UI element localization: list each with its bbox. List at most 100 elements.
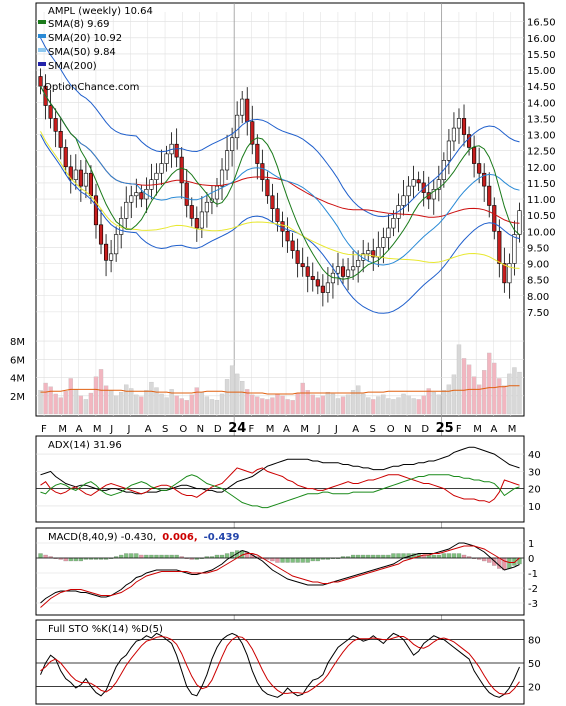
volume-bar: [124, 384, 129, 415]
indicator-tick-label: 20: [528, 485, 541, 496]
candle-body: [159, 163, 164, 174]
volume-bar: [512, 367, 517, 415]
x-tick-label: D: [214, 424, 222, 435]
candle-body: [376, 247, 381, 258]
indicator-tick-label: 40: [528, 450, 541, 461]
volume-bar: [270, 397, 275, 415]
macd-histogram-bar: [396, 553, 401, 559]
watermark: OptionChance.com: [44, 82, 139, 93]
volume-bar: [38, 390, 43, 415]
x-tick-label: J: [317, 424, 321, 435]
macd-histogram-bar: [129, 553, 134, 559]
indicator-series-line: [40, 467, 520, 504]
volume-bar: [159, 393, 164, 415]
macd-hist-value: -0.439: [204, 532, 240, 543]
volume-bar: [224, 379, 230, 415]
legend-label: SMA(200): [48, 61, 97, 72]
volume-bar: [134, 394, 139, 415]
volume-bar: [149, 381, 154, 415]
volume-bar: [330, 393, 336, 415]
candle-body: [401, 195, 406, 206]
sma8-line: [40, 85, 520, 280]
macd-histogram-bar: [507, 557, 512, 569]
macd-histogram-bar: [371, 554, 376, 559]
candle-body: [164, 153, 169, 164]
indicator-tick-label: 30: [528, 467, 541, 478]
indicator-tick-label: -2: [528, 584, 538, 595]
macd-histogram-bar: [134, 553, 139, 559]
candle-body: [335, 266, 341, 274]
candle-body: [290, 240, 295, 251]
candle-body: [245, 98, 250, 122]
candle-body: [492, 205, 497, 232]
macd-panel: [35, 527, 525, 616]
x-tick-label: F: [248, 424, 254, 435]
x-tick-label: J: [334, 424, 338, 435]
candle-body: [351, 266, 356, 271]
candle-body: [83, 172, 88, 187]
macd-histogram-bar: [446, 553, 452, 559]
volume-bar: [335, 398, 341, 415]
indicator-tick-label: -3: [528, 599, 538, 610]
x-tick-label: M: [300, 424, 309, 435]
price-tick-label: 7.50: [527, 308, 549, 319]
volume-bar: [421, 395, 426, 415]
x-tick-label: A: [283, 424, 290, 435]
candle-body: [38, 76, 43, 87]
macd-histogram-bar: [487, 557, 492, 563]
candle-body: [436, 179, 441, 190]
price-tick-label: 8.00: [527, 292, 549, 303]
macd-histogram-bar: [214, 554, 220, 559]
x-tick-label: O: [387, 424, 395, 435]
macd-params: MACD(8,40,9) -0.430,: [48, 532, 156, 543]
candle-body: [189, 205, 194, 219]
price-tick-label: 10.50: [527, 211, 556, 222]
volume-bar: [58, 397, 63, 415]
candle-body: [250, 121, 255, 145]
upper-band-line: [40, 37, 520, 218]
candle-body: [446, 140, 451, 161]
macd-histogram-bar: [38, 553, 43, 559]
candle-body: [260, 163, 265, 180]
volume-bar: [320, 395, 326, 415]
volume-bar: [265, 399, 270, 415]
volume-bar: [48, 386, 53, 415]
volume-bar: [240, 381, 245, 415]
volume-bar: [476, 384, 482, 415]
volume-bar: [229, 365, 235, 415]
candle-body: [103, 243, 109, 261]
macd-histogram-bar: [436, 554, 441, 559]
candle-body: [240, 98, 245, 116]
legend-swatch: [38, 34, 46, 38]
volume-tick-label: 2M: [10, 392, 25, 403]
candle-body: [466, 134, 472, 148]
x-tick-label: S: [162, 424, 168, 435]
legend-swatch: [38, 20, 46, 24]
candle-body: [280, 221, 285, 232]
volume-bar: [507, 373, 512, 415]
candle-body: [58, 131, 63, 148]
volume-bar: [285, 399, 290, 415]
macd-histogram-bar: [159, 554, 164, 559]
volume-bar: [108, 390, 114, 415]
candle-body: [179, 156, 184, 184]
volume-bar: [376, 396, 381, 415]
volume-bar: [83, 399, 89, 415]
candle-body: [386, 227, 391, 239]
volume-bar: [492, 362, 497, 415]
price-tick-label: 16.00: [527, 34, 556, 45]
candle-body: [139, 192, 144, 200]
macd-histogram-bar: [391, 553, 396, 559]
x-tick-label: S: [369, 424, 375, 435]
volume-bar: [255, 396, 260, 415]
candle-body: [88, 172, 94, 197]
price-tick-label: 10.00: [527, 227, 556, 238]
volume-bar: [355, 385, 361, 415]
volume-bar: [179, 398, 184, 415]
candle-body: [109, 253, 114, 261]
volume-bar: [78, 395, 84, 415]
candle-body: [275, 208, 280, 222]
volume-tick-label: 8M: [10, 337, 25, 348]
volume-bar: [371, 399, 376, 415]
candle-body: [356, 259, 361, 268]
